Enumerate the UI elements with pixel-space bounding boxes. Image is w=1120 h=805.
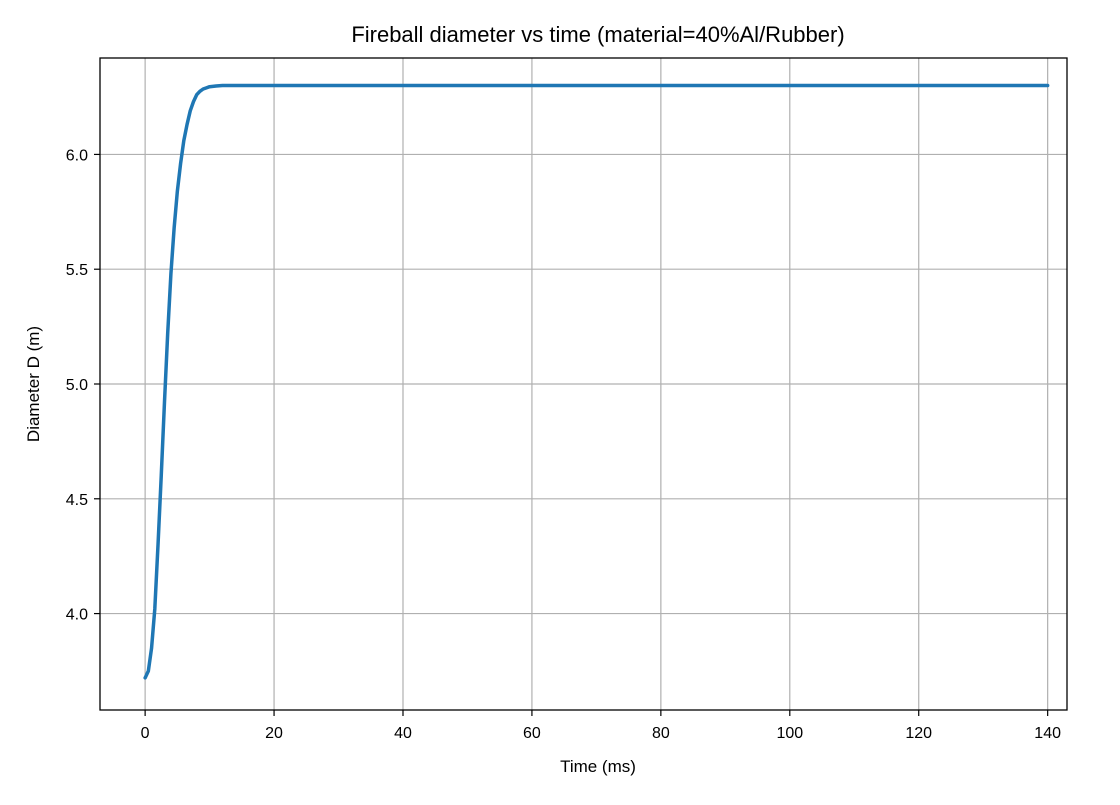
diameter-series-line	[143, 83, 1050, 680]
y-tick-label: 6.0	[66, 147, 88, 164]
grid-lines	[100, 58, 1067, 710]
y-tick-label: 4.5	[66, 492, 88, 509]
x-axis-ticks: 0 20 40 60 80 100 120 140	[141, 710, 1061, 742]
y-tick-label: 4.0	[66, 607, 88, 624]
x-tick-label: 120	[905, 725, 932, 742]
series-group	[143, 83, 1050, 680]
y-tick-label: 5.0	[66, 377, 88, 394]
y-tick-label: 5.5	[66, 262, 88, 279]
x-tick-label: 100	[776, 725, 803, 742]
x-tick-label: 0	[141, 725, 150, 742]
chart-title: Fireball diameter vs time (material=40%A…	[351, 22, 844, 47]
x-tick-label: 20	[265, 725, 283, 742]
x-axis-label: Time (ms)	[560, 757, 636, 776]
x-tick-label: 40	[394, 725, 412, 742]
x-tick-label: 60	[523, 725, 541, 742]
x-tick-label: 140	[1034, 725, 1061, 742]
y-axis-label: Diameter D (m)	[24, 326, 43, 442]
y-axis-ticks: 4.0 4.5 5.0 5.5 6.0	[66, 147, 100, 624]
x-tick-label: 80	[652, 725, 670, 742]
